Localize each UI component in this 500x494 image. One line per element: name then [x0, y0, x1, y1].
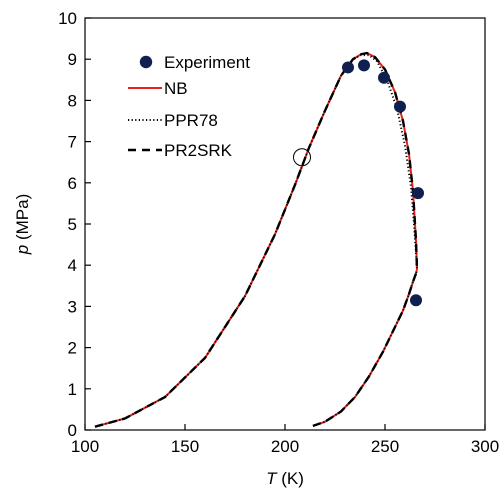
y-tick-label: 10 [58, 9, 77, 28]
experiment-point [410, 294, 422, 307]
x-tick-label: 250 [371, 437, 399, 456]
legend: Experiment NB PPR78 PR2SRK [128, 53, 250, 160]
y-tick-label: 2 [68, 339, 77, 358]
annotations [293, 148, 311, 167]
legend-label-pr2srk: PR2SRK [164, 141, 233, 160]
series-line-pr2srk-bubble [312, 269, 419, 428]
y-tick-label: 0 [68, 421, 77, 440]
y-tick-label: 7 [68, 133, 77, 152]
series-lines [94, 51, 419, 428]
x-tick-label: 200 [271, 437, 299, 456]
x-tick-label: 300 [471, 437, 499, 456]
x-tick-label: 150 [171, 437, 199, 456]
data-markers [342, 59, 424, 307]
y-tick-label: 9 [68, 50, 77, 69]
x-axis-label: T (K) [266, 469, 304, 488]
series-line-pr2srk-dew [94, 51, 419, 428]
y-tick-label: 8 [68, 91, 77, 110]
y-tick-label: 5 [68, 215, 77, 234]
experiment-point [394, 100, 406, 113]
axis-ticks: 100 150 200 250 300 0 1 2 3 4 5 6 7 8 9 10 [58, 9, 499, 456]
critical-point-marker [293, 148, 311, 167]
y-tick-label: 6 [68, 174, 77, 193]
legend-marker-experiment [139, 55, 153, 69]
legend-label-ppr78: PPR78 [164, 111, 218, 130]
experiment-point [412, 187, 424, 200]
legend-label-nb: NB [164, 79, 188, 98]
experiment-point [358, 59, 370, 72]
y-tick-label: 3 [68, 297, 77, 316]
y-tick-label: 4 [68, 256, 77, 275]
x-tick-label: 100 [71, 437, 99, 456]
experiment-point [342, 61, 354, 74]
y-tick-label: 1 [68, 380, 77, 399]
experiment-point [378, 71, 390, 84]
y-axis-label: p (MPa) [13, 194, 32, 255]
plot-area [84, 17, 486, 431]
legend-label-experiment: Experiment [164, 53, 250, 72]
